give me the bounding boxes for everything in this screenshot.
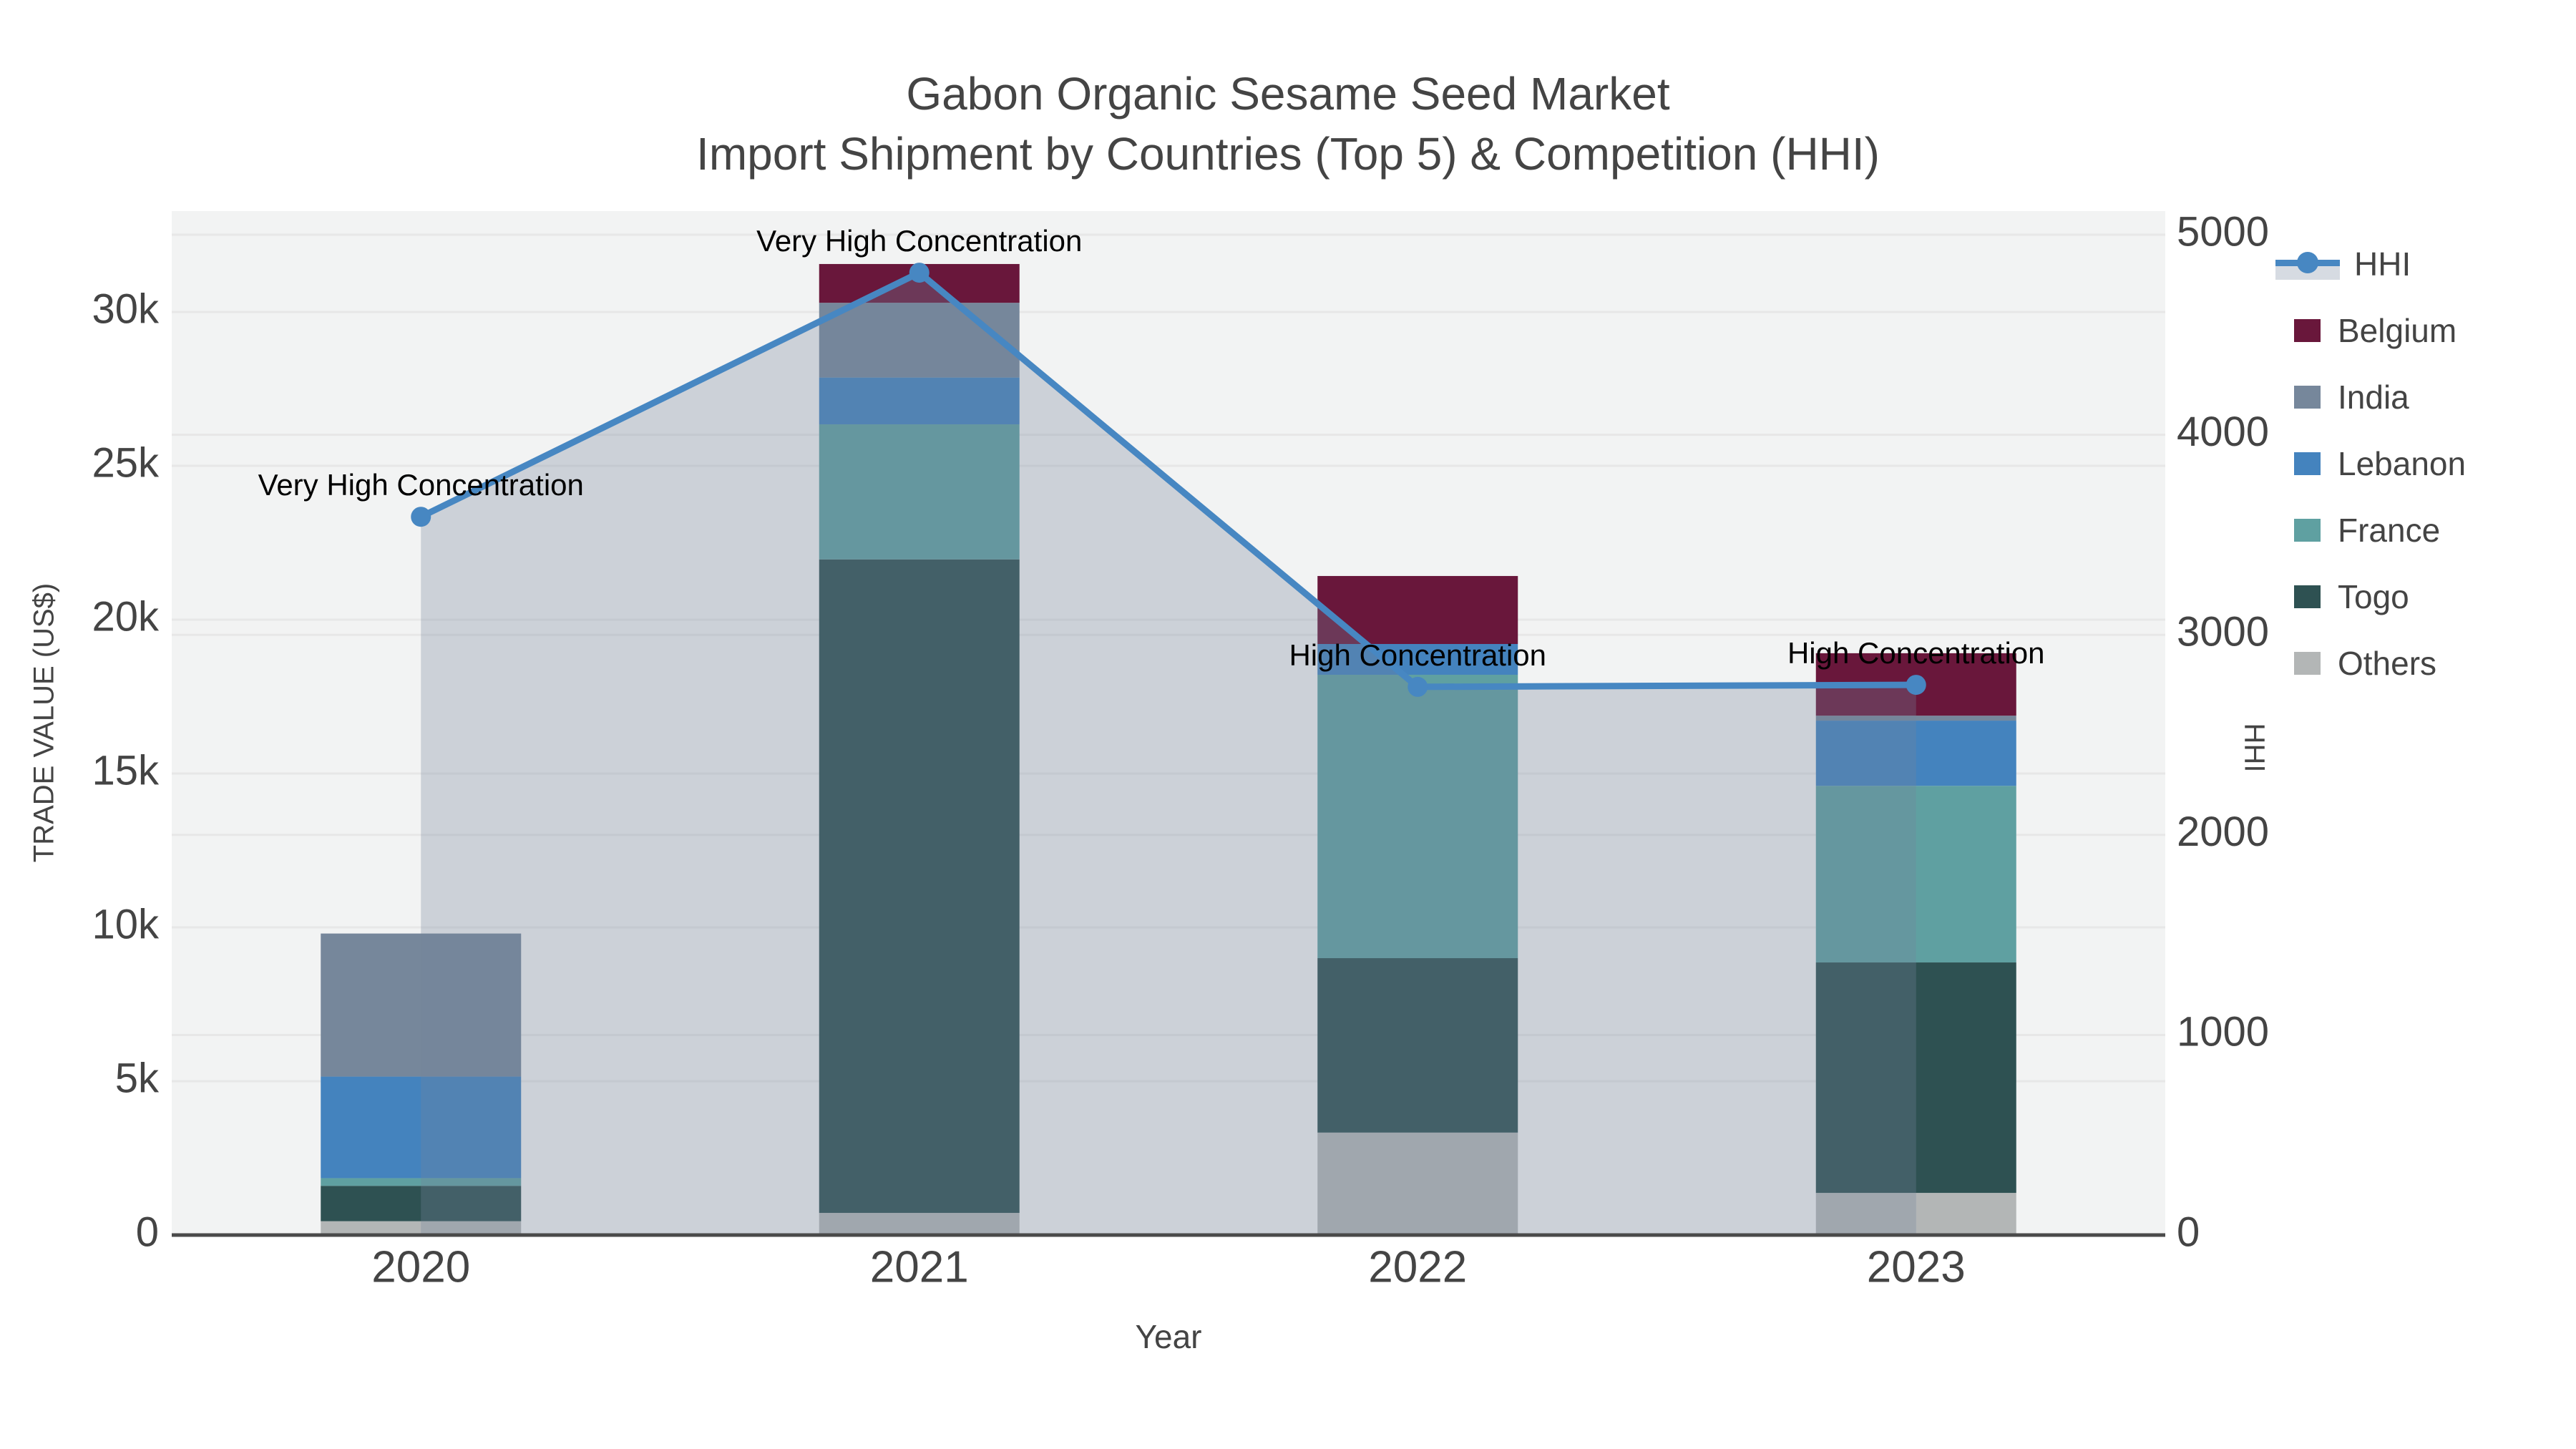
bar-segment-india-2020[interactable]: [321, 933, 522, 1077]
bar-segment-togo-2020[interactable]: [321, 1186, 522, 1221]
y2-tick-label: 4000: [2177, 409, 2269, 455]
y-tick-label: 15k: [92, 747, 160, 794]
bar-segment-india-2021[interactable]: [819, 303, 1020, 378]
legend-swatch-icon: [2294, 651, 2321, 675]
bar-segment-others-2022[interactable]: [1317, 1132, 1518, 1235]
hhi-line: [419, 269, 1916, 691]
legend-swatch-icon: [2294, 318, 2321, 342]
x-tick-label-2021: 2021: [870, 1242, 969, 1292]
y2-axis-title: HHI: [2238, 723, 2270, 773]
legend-item-hhi[interactable]: HHI: [2275, 230, 2576, 297]
bar-segment-others-2020[interactable]: [321, 1221, 522, 1235]
bar-segment-india-2023[interactable]: [1815, 716, 2016, 721]
y2-tick-label: 0: [2177, 1209, 2200, 1255]
hhi-marker-2021[interactable]: [909, 263, 930, 283]
bar-segment-togo-2023[interactable]: [1815, 962, 2016, 1194]
bar-segment-france-2020[interactable]: [321, 1178, 522, 1186]
annotation-2022: High Concentration: [1289, 638, 1547, 672]
y2-tick-label: 1000: [2177, 1009, 2269, 1055]
bar-segment-others-2023[interactable]: [1815, 1193, 2016, 1235]
hhi-marker-2022[interactable]: [1407, 676, 1428, 697]
y-tick-label: 25k: [92, 439, 160, 486]
legend-item-india[interactable]: India: [2275, 364, 2576, 430]
annotation-2020: Very High Concentration: [258, 468, 584, 502]
legend-item-lebanon[interactable]: Lebanon: [2275, 430, 2576, 497]
hhi-line-swatch-icon: [2275, 248, 2340, 280]
legend-swatch-icon: [2294, 518, 2321, 542]
y-tick-label: 0: [136, 1209, 159, 1255]
x-axis-title: Year: [1135, 1318, 1202, 1355]
bar-segment-others-2021[interactable]: [819, 1213, 1020, 1235]
bar-segment-france-2022[interactable]: [1317, 674, 1518, 959]
x-tick-label-2020: 2020: [371, 1242, 470, 1292]
chart-title-line1: Gabon Organic Sesame Seed Market: [906, 68, 1670, 119]
y-axis-title: TRADE VALUE (US$): [28, 582, 60, 863]
legend-label: Lebanon: [2338, 444, 2467, 482]
bar-segment-togo-2022[interactable]: [1317, 958, 1518, 1133]
bar-segment-france-2021[interactable]: [819, 424, 1020, 560]
legend-label: India: [2338, 378, 2409, 416]
bar-segment-lebanon-2023[interactable]: [1815, 721, 2016, 786]
y2-tick-label: 3000: [2177, 609, 2269, 655]
legend-label: Belgium: [2338, 311, 2457, 349]
y2-tick-label: 2000: [2177, 809, 2269, 855]
x-tick-label-2023: 2023: [1867, 1242, 1966, 1292]
bar-segment-lebanon-2022[interactable]: [1317, 643, 1518, 675]
legend-label: Others: [2338, 644, 2437, 682]
legend-label: France: [2338, 511, 2441, 549]
y-tick-label: 20k: [92, 593, 160, 640]
hhi-area-fill: [421, 273, 1916, 1236]
bar-segment-lebanon-2020[interactable]: [321, 1076, 522, 1179]
legend-item-belgium[interactable]: Belgium: [2275, 297, 2576, 364]
y-tick-label: 5k: [115, 1055, 160, 1101]
y-tick-label: 10k: [92, 901, 160, 947]
chart-title-line2: Import Shipment by Countries (Top 5) & C…: [696, 128, 1880, 180]
y2-tick-label: 5000: [2177, 208, 2269, 255]
legend-item-others[interactable]: Others: [2275, 630, 2576, 696]
legend-swatch-icon: [2294, 385, 2321, 409]
hhi-marker-2020[interactable]: [411, 507, 431, 527]
legend-swatch-icon: [2294, 452, 2321, 475]
x-tick-label-2022: 2022: [1368, 1242, 1467, 1292]
legend-label: Togo: [2338, 577, 2409, 615]
bar-segment-france-2023[interactable]: [1815, 786, 2016, 963]
annotation-2023: High Concentration: [1787, 636, 2045, 670]
legend-swatch-icon: [2294, 585, 2321, 608]
legend-label: HHI: [2354, 245, 2411, 283]
legend-item-togo[interactable]: Togo: [2275, 563, 2576, 630]
legend: HHI Belgium India Lebanon France Togo Others: [2275, 230, 2576, 696]
bar-segment-togo-2021[interactable]: [819, 559, 1020, 1214]
annotation-2021: Very High Concentration: [756, 224, 1083, 258]
bar-segment-lebanon-2021[interactable]: [819, 377, 1020, 424]
y-tick-label: 30k: [92, 286, 160, 332]
hhi-marker-2023[interactable]: [1906, 675, 1926, 696]
legend-item-france[interactable]: France: [2275, 497, 2576, 563]
